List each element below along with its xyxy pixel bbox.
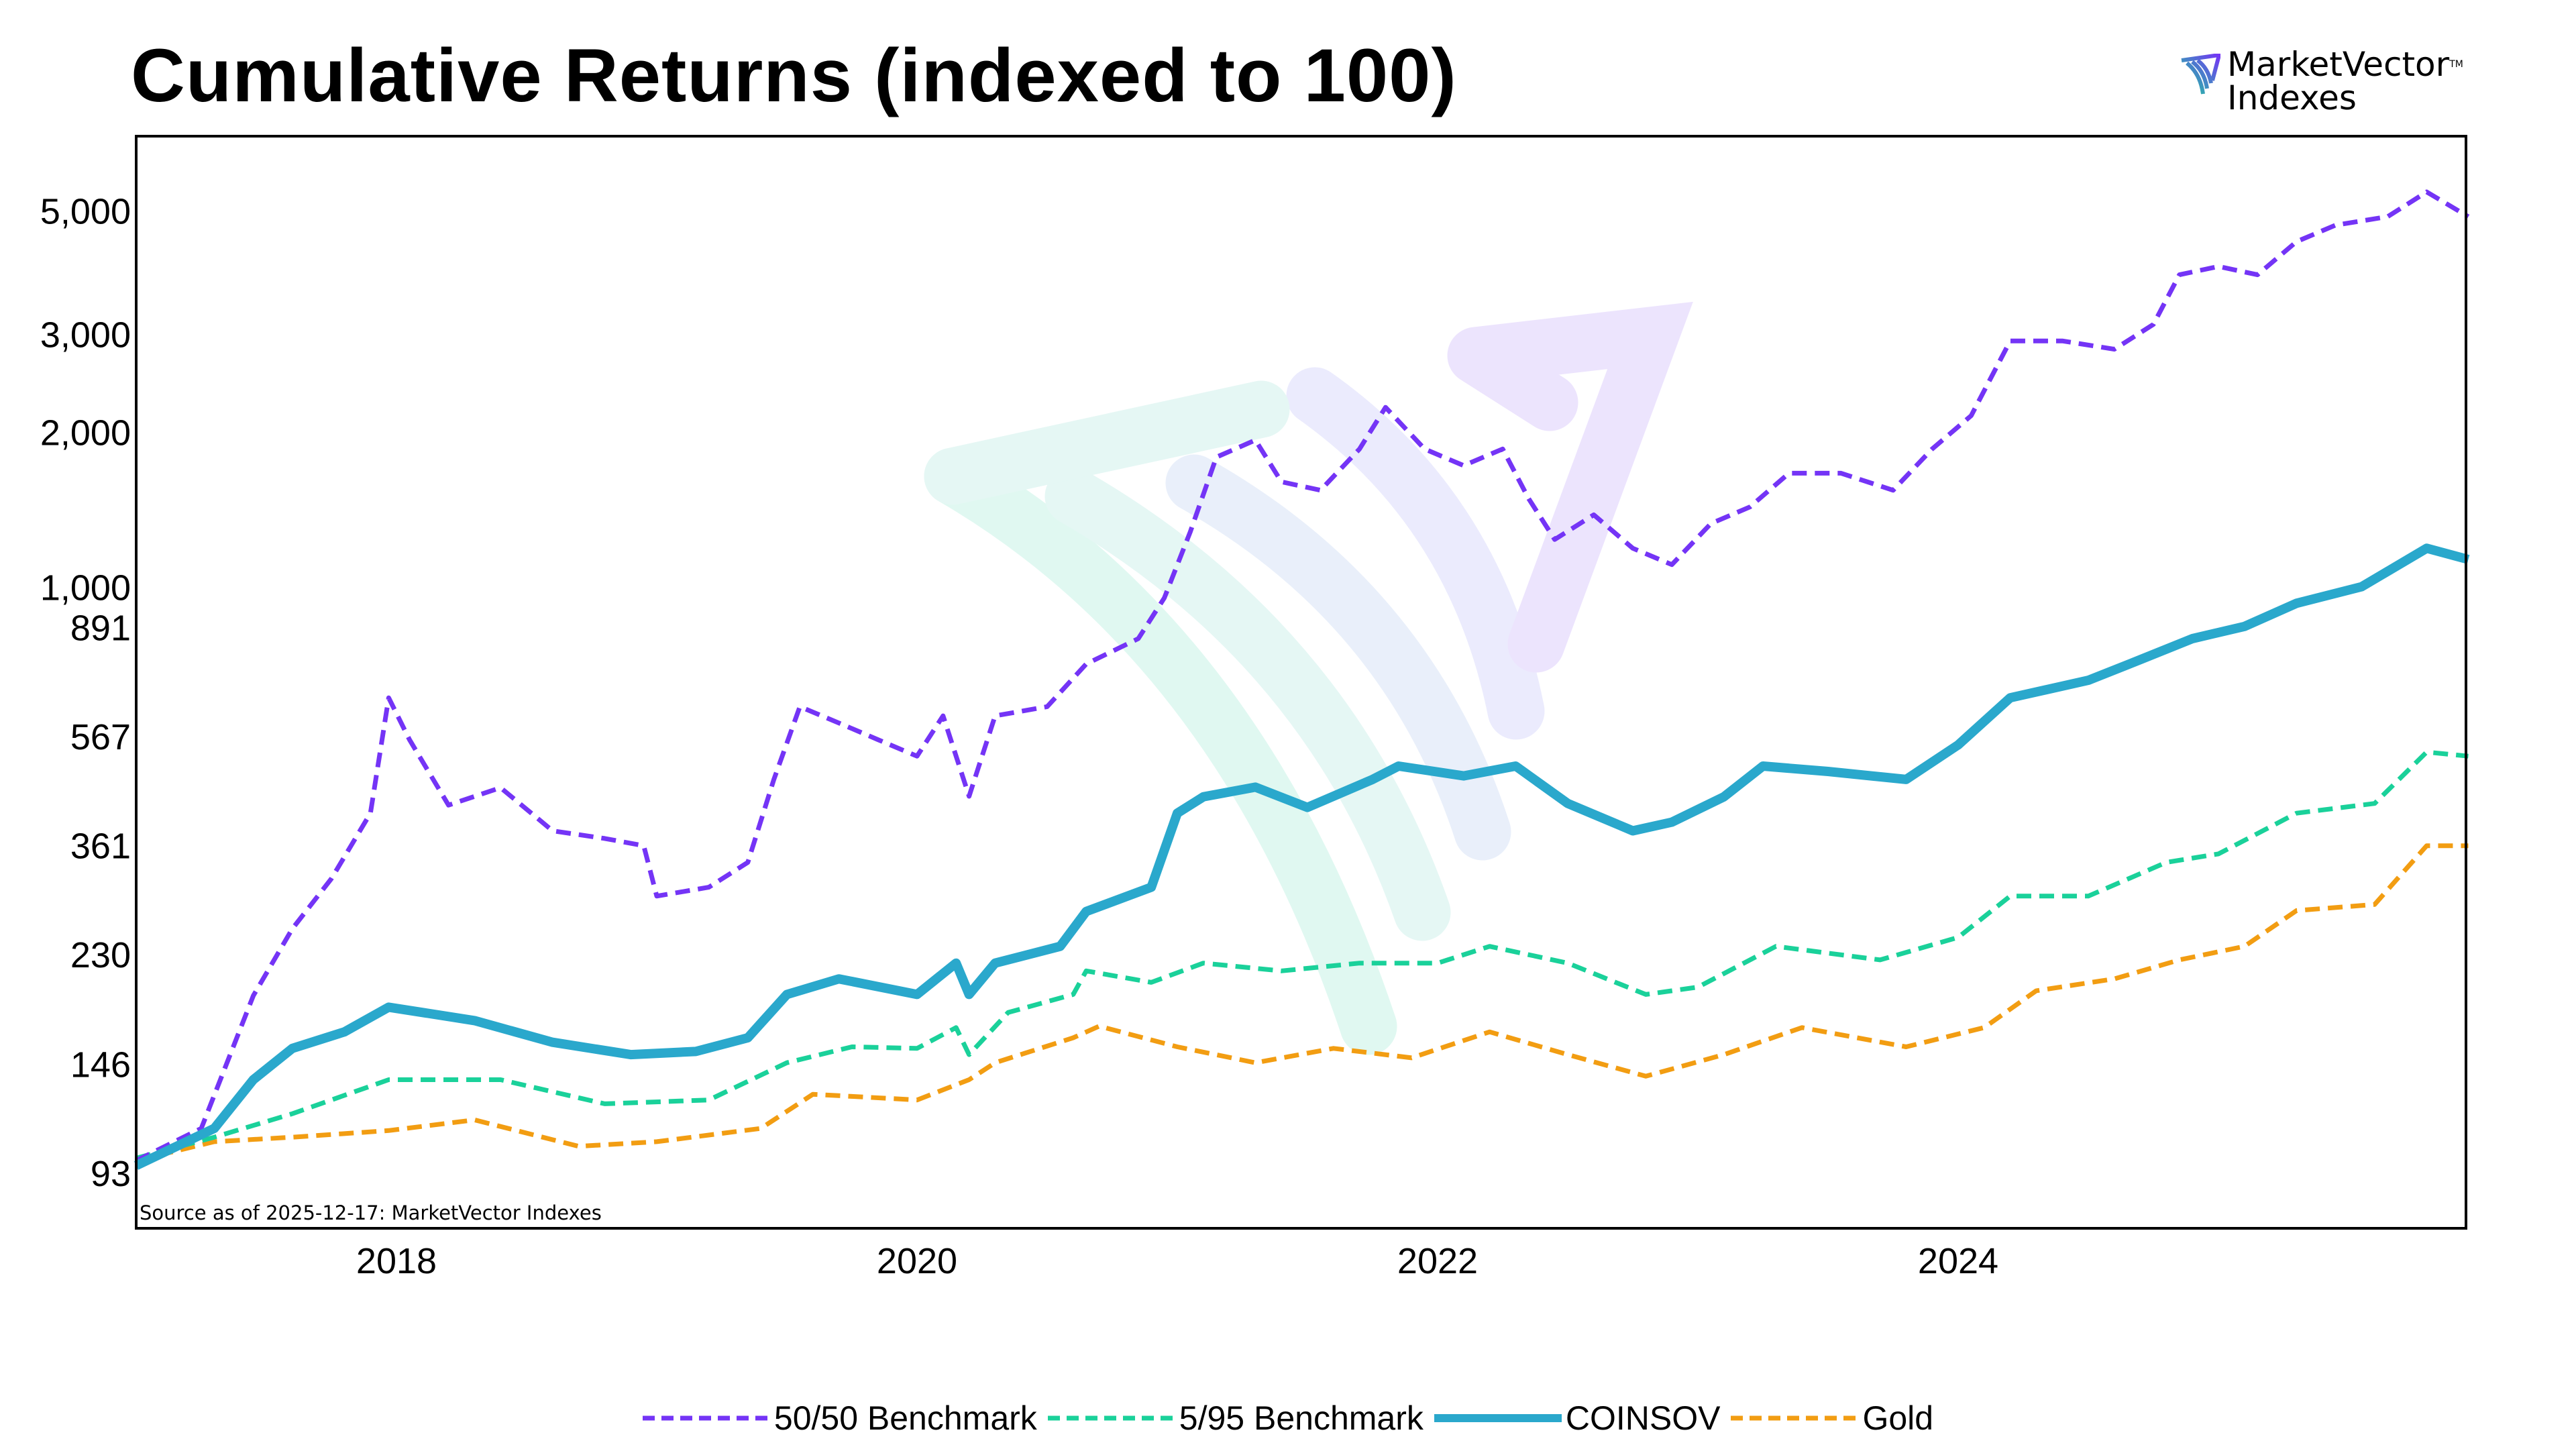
legend-swatch	[1434, 1414, 1562, 1422]
series-line-coinsov	[133, 543, 2470, 1170]
watermark-logo	[924, 301, 1693, 1055]
legend-item: 50/50 Benchmark	[642, 1399, 1037, 1438]
plot-frame	[135, 135, 2467, 1230]
chart-title: Cumulative Returns (indexed to 100)	[131, 34, 1457, 117]
legend-swatch	[642, 1415, 770, 1421]
legend-label: Gold	[1862, 1399, 1934, 1437]
legend-label: COINSOV	[1565, 1399, 1721, 1437]
y-tick-label: 567	[70, 717, 131, 757]
logo-mark-icon	[2181, 54, 2220, 95]
legend-label: 50/50 Benchmark	[773, 1399, 1037, 1437]
source-note: Source as of 2025-12-17: MarketVector In…	[140, 1201, 602, 1224]
series-line-50-50-benchmark	[135, 189, 2470, 1163]
legend-item: COINSOV	[1434, 1399, 1721, 1438]
y-tick-label: 3,000	[40, 315, 131, 355]
y-tick-label: 146	[70, 1045, 131, 1085]
x-tick-label: 2024	[1918, 1241, 1998, 1281]
legend-item: 5/95 Benchmark	[1047, 1399, 1424, 1438]
legend-swatch	[1731, 1415, 1859, 1421]
legend-item: Gold	[1731, 1399, 1933, 1438]
y-tick-label: 230	[70, 935, 131, 975]
series-line-gold	[136, 843, 2469, 1163]
y-tick-label: 93	[91, 1154, 131, 1194]
x-tick-label: 2020	[877, 1241, 957, 1281]
marketvector-logo: MarketVectorTM Indexes	[2180, 48, 2502, 124]
logo-text-line1: MarketVector	[2227, 45, 2450, 84]
series-line-5-95-benchmark	[136, 749, 2469, 1161]
legend-swatch	[1047, 1415, 1175, 1421]
legend-label: 5/95 Benchmark	[1179, 1399, 1424, 1437]
x-tick-label: 2018	[356, 1241, 437, 1281]
x-tick-label: 2022	[1397, 1241, 1478, 1281]
legend: 50/50 Benchmark 5/95 Benchmark COINSOV Gold	[0, 1399, 2576, 1438]
y-tick-label: 1,000	[40, 568, 131, 608]
y-tick-label: 361	[70, 826, 131, 867]
y-tick-label: 891	[70, 608, 131, 648]
logo-tm: TM	[2449, 59, 2463, 70]
y-tick-label: 5,000	[40, 191, 131, 231]
y-tick-label: 2,000	[40, 413, 131, 453]
logo-text-line2: Indexes	[2227, 78, 2357, 117]
